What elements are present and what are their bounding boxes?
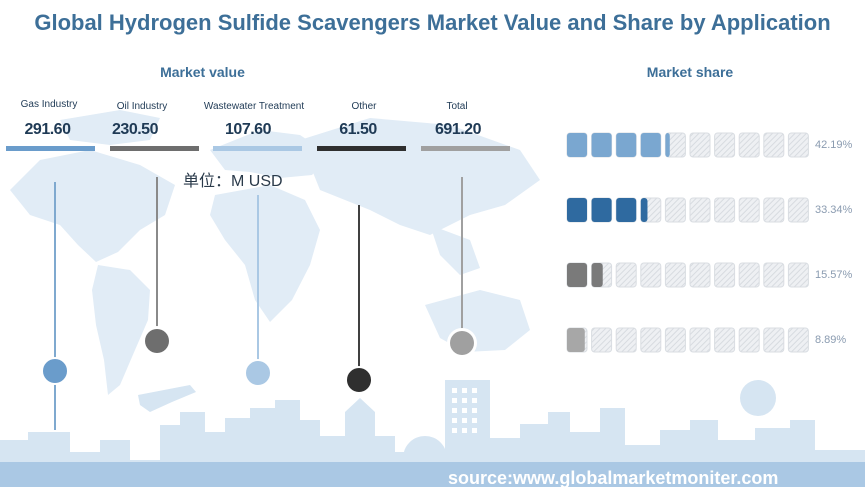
category-label: Wastewater Treatment: [203, 101, 305, 112]
oil-underline: [110, 146, 199, 151]
total-underline: [421, 146, 510, 151]
share-segment-filled: [567, 133, 587, 157]
category-label: Total: [446, 101, 468, 112]
data-label: 691.20: [435, 121, 481, 138]
share-segment-empty: [787, 197, 809, 223]
wastewater-marker: [244, 359, 272, 387]
share-segment-empty: [763, 197, 785, 223]
other-marker: [345, 366, 373, 394]
share-segment-empty: [689, 197, 711, 223]
share-segment-filled: [591, 133, 612, 157]
share-segment-empty: [689, 132, 711, 158]
share-segment-empty: [689, 327, 711, 353]
share-segment-empty: [738, 132, 760, 158]
share-segment-empty: [664, 327, 686, 353]
share-segment-empty: [640, 327, 662, 353]
share-segment-empty: [664, 197, 686, 223]
share-segment-empty: [640, 262, 662, 288]
share-segment-filled: [616, 198, 637, 222]
gas-marker: [41, 357, 69, 385]
share-segment-empty: [615, 262, 637, 288]
share-segment-empty: [738, 327, 760, 353]
share-segment-empty: [787, 327, 809, 353]
share-segment-filled: [640, 198, 648, 222]
total-marker: [450, 331, 474, 355]
market-value-heading: Market value: [160, 64, 245, 80]
share-segment-empty: [591, 327, 613, 353]
share-label: 8.89%: [815, 334, 847, 346]
skyline-windows: [452, 388, 477, 433]
source-text: source:www.globalmarketmoniter.com: [448, 468, 779, 488]
data-label: 61.50: [339, 121, 377, 138]
share-segment-empty: [615, 327, 637, 353]
share-label: 42.19%: [815, 139, 853, 151]
share-segment-filled: [591, 263, 603, 287]
share-segment-empty: [714, 132, 736, 158]
share-segment-filled: [567, 328, 585, 352]
share-segment-filled: [640, 133, 661, 157]
share-segment-filled: [616, 133, 637, 157]
share-segment-empty: [787, 132, 809, 158]
category-label: Gas Industry: [20, 99, 78, 110]
share-segment-empty: [738, 197, 760, 223]
share-segment-empty: [714, 262, 736, 288]
share-segment-filled: [567, 198, 587, 222]
share-segment-filled: [665, 133, 670, 157]
oil-marker: [145, 329, 169, 353]
category-label: Oil Industry: [116, 101, 168, 112]
share-segment-empty: [738, 262, 760, 288]
category-label: Other: [351, 101, 377, 112]
footer-band: [0, 462, 865, 487]
share-segment-empty: [763, 132, 785, 158]
share-segment-filled: [591, 198, 612, 222]
share-label: 33.34%: [815, 204, 853, 216]
share-segment-empty: [763, 262, 785, 288]
gas-underline: [6, 146, 95, 151]
share-segment-empty: [714, 327, 736, 353]
data-label: 107.60: [225, 121, 271, 138]
market-share-bars: [566, 132, 809, 353]
share-segment-empty: [787, 262, 809, 288]
share-segment-empty: [689, 262, 711, 288]
share-label: 15.57%: [815, 269, 853, 281]
data-label: 230.50: [112, 121, 158, 138]
unit-label: 单位：M USD: [183, 173, 283, 190]
data-label: 291.60: [24, 121, 71, 138]
share-segment-filled: [567, 263, 587, 287]
wastewater-underline: [213, 146, 302, 151]
share-segment-empty: [763, 327, 785, 353]
share-segment-empty: [714, 197, 736, 223]
other-underline: [317, 146, 406, 151]
chart-title: Global Hydrogen Sulfide Scavengers Marke…: [34, 10, 831, 35]
market-share-heading: Market share: [646, 64, 734, 80]
share-segment-empty: [664, 262, 686, 288]
